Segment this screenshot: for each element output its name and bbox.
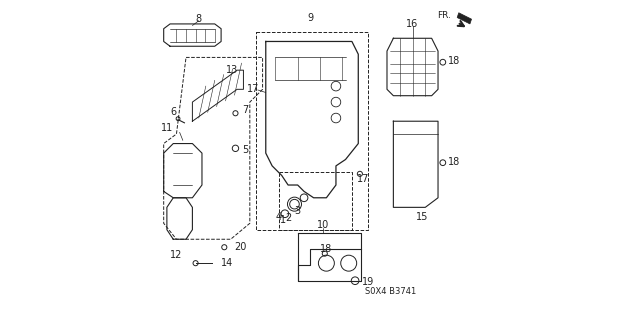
Text: 16: 16 [406,19,419,29]
Text: 18: 18 [447,157,460,167]
Text: 14: 14 [221,258,234,268]
Text: 15: 15 [416,212,428,222]
Text: 19: 19 [362,277,374,287]
Text: 5: 5 [242,145,248,155]
Text: 2: 2 [285,212,291,223]
Text: 9: 9 [307,12,314,23]
Text: FR.: FR. [437,11,451,20]
Text: 7: 7 [242,105,248,115]
Text: S0X4 B3741: S0X4 B3741 [365,287,416,296]
Text: 18: 18 [320,244,333,254]
Text: 17: 17 [247,84,259,94]
Text: 8: 8 [196,14,202,24]
Text: 12: 12 [170,250,182,260]
Text: 11: 11 [161,122,173,133]
Text: 10: 10 [317,220,330,230]
Polygon shape [457,13,472,24]
Text: 6: 6 [170,107,177,117]
Text: 13: 13 [226,65,239,75]
Text: 4: 4 [275,212,282,222]
Text: 17: 17 [357,174,369,184]
Text: 3: 3 [294,205,301,216]
Text: 20: 20 [234,242,246,252]
Text: 1: 1 [280,215,286,225]
Text: 18: 18 [447,56,460,66]
